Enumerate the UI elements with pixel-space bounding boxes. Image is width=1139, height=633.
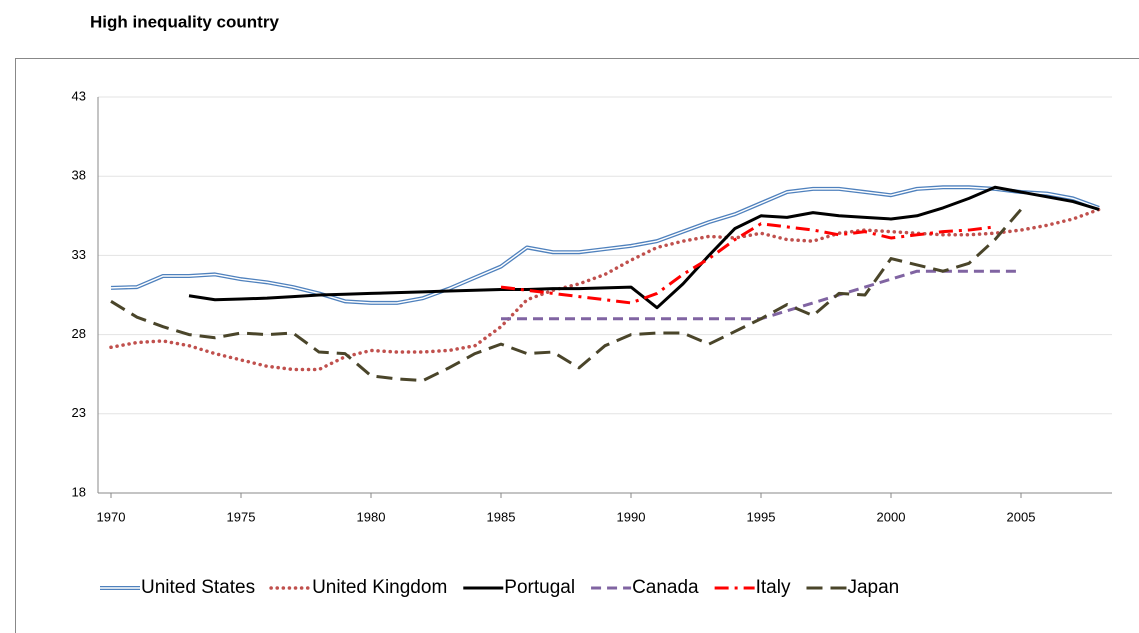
chart-title: High inequality country	[90, 12, 279, 31]
x-tick-label: 1995	[747, 509, 776, 524]
x-tick-label: 1980	[357, 509, 386, 524]
legend-label: Japan	[847, 577, 899, 598]
series-line	[110, 208, 1023, 383]
legend-label: Portugal	[504, 577, 575, 598]
legend-label: Canada	[632, 577, 699, 598]
series-line-inner	[110, 186, 1100, 304]
chart-frame	[15, 58, 1139, 633]
y-tick-label: 23	[72, 405, 86, 420]
x-tick-label: 1985	[487, 509, 516, 524]
x-tick-label: 2000	[877, 509, 906, 524]
series-line	[501, 269, 1021, 321]
series-line	[109, 207, 1101, 372]
y-tick-label: 33	[72, 247, 86, 262]
x-tick-label: 1975	[227, 509, 256, 524]
y-tick-label: 18	[72, 484, 86, 499]
y-tick-label: 43	[72, 88, 86, 103]
x-tick-label: 1990	[617, 509, 646, 524]
legend-label: Italy	[756, 577, 791, 598]
legend-label: United Kingdom	[312, 577, 447, 598]
legend-label: United States	[141, 577, 255, 598]
y-tick-label: 28	[72, 326, 86, 341]
series-line	[500, 222, 996, 305]
x-tick-label: 1970	[97, 509, 126, 524]
y-tick-label: 38	[72, 168, 86, 183]
series-line	[188, 185, 1100, 310]
x-tick-label: 2005	[1007, 509, 1036, 524]
